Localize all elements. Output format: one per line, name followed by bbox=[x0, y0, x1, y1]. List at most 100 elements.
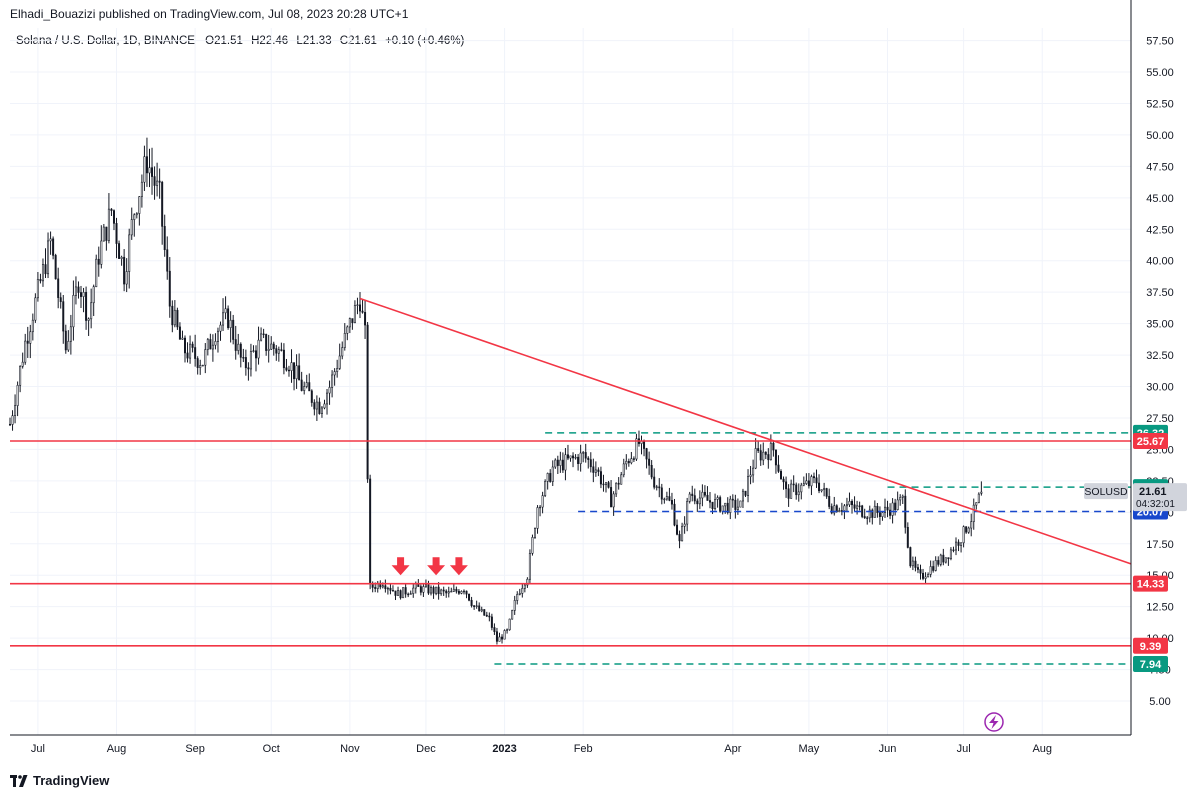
candle-body bbox=[300, 379, 303, 391]
y-tick-label: 40.00 bbox=[1146, 256, 1174, 268]
candle bbox=[566, 444, 569, 461]
candle bbox=[960, 542, 963, 553]
candle-body bbox=[660, 487, 663, 500]
candle bbox=[313, 399, 316, 416]
candle-body bbox=[341, 347, 344, 357]
candle bbox=[658, 478, 661, 498]
candle bbox=[744, 490, 747, 497]
candle bbox=[135, 212, 138, 219]
candle-body bbox=[95, 258, 98, 288]
candle bbox=[539, 504, 542, 517]
candle-body bbox=[896, 499, 899, 510]
candle-body bbox=[518, 593, 521, 595]
down-arrow-shaft bbox=[455, 557, 463, 567]
candle-body bbox=[556, 459, 559, 466]
candle bbox=[224, 296, 227, 320]
candle bbox=[112, 209, 115, 231]
candle-body bbox=[853, 504, 856, 509]
candle bbox=[214, 333, 217, 350]
candle-body bbox=[366, 324, 369, 480]
candle bbox=[34, 293, 37, 323]
candle-body bbox=[569, 455, 572, 459]
candle bbox=[785, 476, 788, 498]
price-label-bg bbox=[1133, 637, 1168, 654]
candle-body bbox=[845, 504, 848, 507]
candle bbox=[455, 586, 458, 594]
candle-body bbox=[643, 440, 646, 449]
last-price-text: 21.61 bbox=[1139, 486, 1167, 498]
candle-body bbox=[739, 500, 742, 508]
candle bbox=[430, 585, 433, 596]
candle-body bbox=[478, 605, 481, 612]
candle bbox=[703, 485, 706, 498]
candle bbox=[701, 484, 704, 507]
candle-body bbox=[955, 541, 957, 551]
candle-body bbox=[967, 527, 970, 533]
candle bbox=[564, 448, 567, 481]
tradingview-brand[interactable]: TradingView bbox=[10, 773, 109, 788]
lightning-icon bbox=[984, 712, 1004, 732]
candle bbox=[176, 307, 179, 330]
candle-body bbox=[44, 264, 47, 275]
candle-body bbox=[442, 589, 445, 592]
candle bbox=[894, 498, 897, 516]
candle bbox=[262, 328, 265, 339]
candle-body bbox=[909, 547, 912, 567]
candle bbox=[44, 248, 47, 278]
candle-body bbox=[856, 505, 859, 509]
candle-body bbox=[805, 480, 808, 484]
y-tick-label: 27.50 bbox=[1146, 413, 1174, 425]
candle-body bbox=[810, 476, 813, 487]
candle bbox=[719, 495, 722, 513]
candle bbox=[724, 502, 727, 514]
candle bbox=[531, 534, 534, 556]
candle bbox=[457, 589, 460, 595]
candle-body bbox=[528, 553, 531, 580]
candle-body bbox=[744, 490, 747, 496]
candle-body bbox=[54, 255, 57, 280]
candle bbox=[468, 593, 471, 602]
candle bbox=[853, 496, 856, 512]
candle bbox=[691, 485, 694, 502]
candle-body bbox=[161, 181, 164, 227]
candle-body bbox=[143, 156, 146, 183]
candle bbox=[473, 605, 476, 610]
candle-body bbox=[123, 256, 126, 285]
candle-body bbox=[957, 541, 960, 546]
candle-body bbox=[237, 343, 240, 351]
candle bbox=[366, 321, 369, 483]
price-label-7.94: 7.94 bbox=[1133, 656, 1168, 673]
candle bbox=[498, 632, 501, 642]
candle-body bbox=[787, 488, 790, 499]
price-label-bg bbox=[1133, 433, 1168, 450]
candle bbox=[166, 236, 169, 280]
candle bbox=[343, 323, 346, 351]
candle bbox=[501, 634, 504, 644]
candle-body bbox=[673, 503, 676, 526]
candle-body bbox=[942, 554, 945, 563]
candle-body bbox=[767, 454, 770, 461]
candle bbox=[493, 623, 496, 635]
candle-body bbox=[764, 451, 767, 455]
candle-body bbox=[658, 486, 661, 489]
candle bbox=[145, 137, 148, 187]
candle-body bbox=[589, 459, 592, 468]
candle-body bbox=[952, 549, 955, 551]
candle bbox=[100, 225, 103, 269]
price-label-bg bbox=[1133, 656, 1168, 673]
candle-body bbox=[191, 343, 194, 348]
candle-body bbox=[153, 176, 156, 186]
candle bbox=[52, 236, 55, 260]
candle bbox=[572, 452, 575, 468]
candle bbox=[764, 451, 767, 460]
candle bbox=[599, 466, 602, 489]
x-tick-label: Jul bbox=[957, 743, 971, 755]
candle-body bbox=[648, 458, 651, 466]
candle-body bbox=[498, 636, 501, 642]
candle bbox=[648, 451, 651, 475]
candle-body bbox=[790, 483, 793, 499]
candle-body bbox=[483, 609, 486, 616]
candle-body bbox=[323, 403, 326, 409]
candle bbox=[326, 388, 329, 415]
